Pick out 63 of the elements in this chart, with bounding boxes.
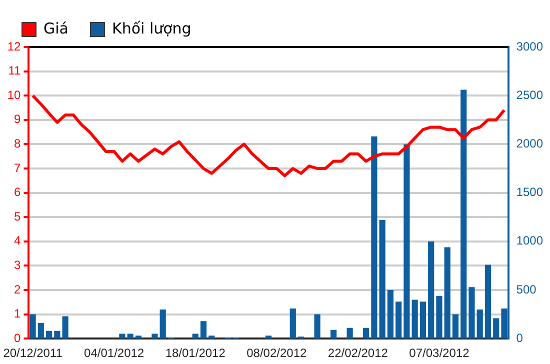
- bar: [119, 334, 126, 339]
- bar: [468, 287, 475, 339]
- bar: [371, 136, 378, 339]
- bar: [200, 321, 207, 339]
- y-tick-label: 10: [7, 88, 22, 102]
- y2-tick-label: 2000: [516, 136, 544, 151]
- bar: [420, 302, 426, 339]
- y-tick-label: 7: [14, 160, 22, 175]
- bar: [493, 318, 500, 339]
- bar: [314, 314, 320, 339]
- bar: [484, 264, 492, 339]
- bar: [290, 308, 296, 339]
- bar: [127, 334, 134, 339]
- y2-tick-label: 2500: [516, 88, 544, 102]
- y-tick-label: 3: [14, 258, 22, 272]
- y-tick-label: 4: [14, 234, 22, 248]
- bar: [404, 144, 410, 339]
- bar: [265, 336, 272, 339]
- x-tick-label: 08/02/2012: [246, 346, 307, 360]
- legend-label: Giá: [44, 19, 68, 38]
- y2-tick-label: 3000: [516, 39, 544, 54]
- x-tick-label: 04/01/2012: [84, 346, 144, 360]
- bar: [460, 90, 467, 339]
- bar: [428, 241, 434, 339]
- bar: [476, 309, 483, 339]
- bar: [396, 302, 402, 339]
- y2-tick-label: 0: [516, 330, 524, 345]
- x-tick-label: 20/12/2011: [3, 346, 63, 360]
- y-tick-label: 12: [7, 39, 22, 54]
- y2-tick-label: 500: [516, 282, 537, 296]
- y-tick-label: 1: [14, 306, 22, 321]
- bar: [30, 314, 36, 339]
- bar: [38, 323, 44, 339]
- legend-label: Khối lượng: [112, 19, 192, 38]
- bar: [208, 336, 215, 339]
- bar: [412, 300, 418, 339]
- y-tick-label: 11: [8, 64, 22, 78]
- bar: [62, 316, 68, 339]
- y2-tick-label: 1000: [516, 234, 544, 248]
- y-tick-label: 5: [14, 209, 22, 224]
- bar: [379, 220, 386, 339]
- bar: [387, 290, 394, 339]
- y-tick-label: 2: [14, 282, 22, 296]
- bar: [363, 328, 370, 339]
- y2-tick-label: 1500: [516, 185, 544, 200]
- y-tick-label: 6: [14, 185, 22, 200]
- x-tick-label: 07/03/2012: [409, 346, 470, 360]
- bar: [436, 296, 442, 339]
- bar: [452, 314, 459, 339]
- bar: [160, 309, 166, 339]
- x-tick-label: 22/02/2012: [328, 346, 388, 360]
- bar: [152, 334, 158, 339]
- bar: [330, 330, 337, 339]
- y-tick-label: 0: [14, 330, 22, 345]
- x-tick-label: 18/01/2012: [165, 346, 226, 360]
- bar: [346, 328, 353, 339]
- bar: [46, 330, 52, 339]
- y-tick-label: 8: [14, 136, 22, 151]
- y-tick-label: 9: [14, 112, 22, 126]
- bar: [135, 336, 142, 339]
- bar: [444, 247, 450, 339]
- bar: [54, 330, 60, 339]
- bar: [192, 334, 198, 339]
